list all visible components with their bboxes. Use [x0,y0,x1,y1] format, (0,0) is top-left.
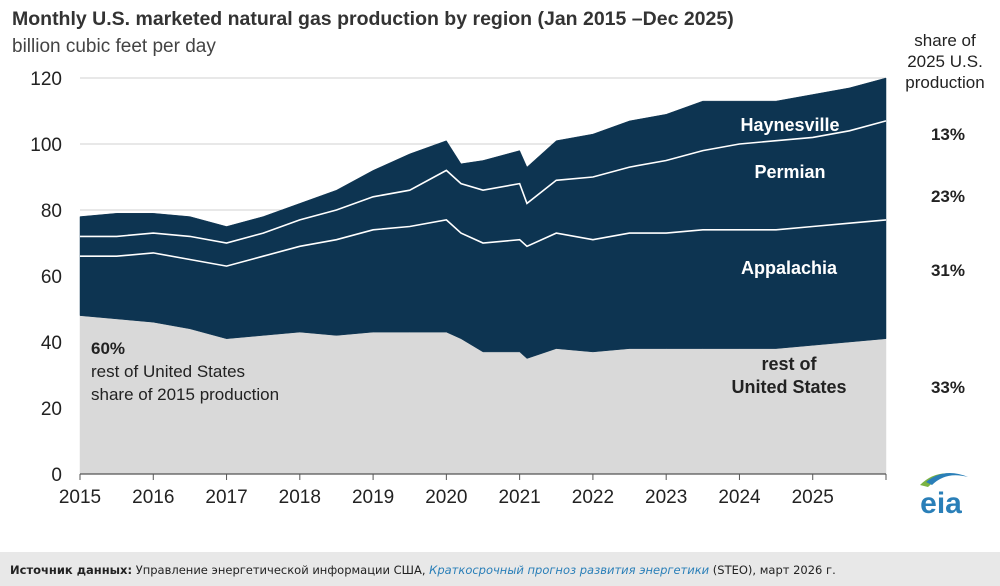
x-tick-label: 2020 [425,487,467,508]
steo-link[interactable]: Краткосрочный прогноз развития энергетик… [429,563,710,577]
y-tick-label: 60 [41,267,62,288]
source-tail: (STEO), март 2026 г. [709,563,836,577]
logo-text: eia [920,487,962,520]
x-tick-label: 2016 [132,487,174,508]
eia-logo: eia [920,473,968,520]
share-header-line: 2025 U.S. [907,52,983,71]
source-text: Управление энергетической информации США… [132,563,430,577]
logo-swoosh-blue [926,473,968,485]
source-footer [0,552,1000,586]
series-boundaries [80,120,887,267]
x-axis: 2015 2016 2017 2018 2019 2020 2021 2022 2023 2024… [59,473,887,508]
permian-label: Permian [754,162,825,182]
rest-2015-percent: 60% [91,339,125,358]
y-tick-label: 0 [51,465,62,486]
rest-2015-caption-line: share of 2015 production [91,385,279,404]
x-tick-label: 2017 [205,487,247,508]
appalachia-label: Appalachia [741,258,838,278]
x-tick-label: 2021 [498,487,540,508]
y-tick-label: 40 [41,333,62,354]
stacked-area-chart: 0 20 40 60 80 100 120 2015 2016 2017 2018 2019 2020… [30,69,965,508]
share-header-line: production [905,73,985,92]
x-tick-label: 2023 [645,487,687,508]
share-header-line: share of [914,31,976,50]
x-tick-label: 2015 [59,487,101,508]
y-tick-label: 80 [41,201,62,222]
boundary-permian [80,120,887,244]
x-tick-label: 2025 [792,487,834,508]
rest-of-us-label-line: rest of [761,354,817,374]
source-label: Источник данных: [10,563,133,577]
y-axis-unit-label: billion cubic feet per day [12,36,216,57]
haynesville-label: Haynesville [740,115,839,135]
y-tick-label: 120 [30,69,62,90]
share-value-haynesville: 13% [931,125,965,144]
x-tick-label: 2024 [718,487,761,508]
boundary-appalachia [80,219,887,267]
x-tick-label: 2019 [352,487,394,508]
chart-title: Monthly U.S. marketed natural gas produc… [12,8,734,30]
share-value-rest-of-us: 33% [931,378,965,397]
y-axis: 0 20 40 60 80 100 120 [30,69,62,486]
y-tick-label: 100 [30,135,62,156]
rest-of-us-label-line: United States [731,377,846,397]
share-column-header: share of 2025 U.S. production [890,30,1000,93]
x-tick-label: 2022 [572,487,614,508]
y-tick-label: 20 [41,399,62,420]
x-tick-label: 2018 [279,487,321,508]
share-value-permian: 23% [931,187,965,206]
share-value-appalachia: 31% [931,261,965,280]
source-note: Источник данных: Управление энергетическ… [10,563,836,577]
rest-2015-caption-line: rest of United States [91,362,245,381]
